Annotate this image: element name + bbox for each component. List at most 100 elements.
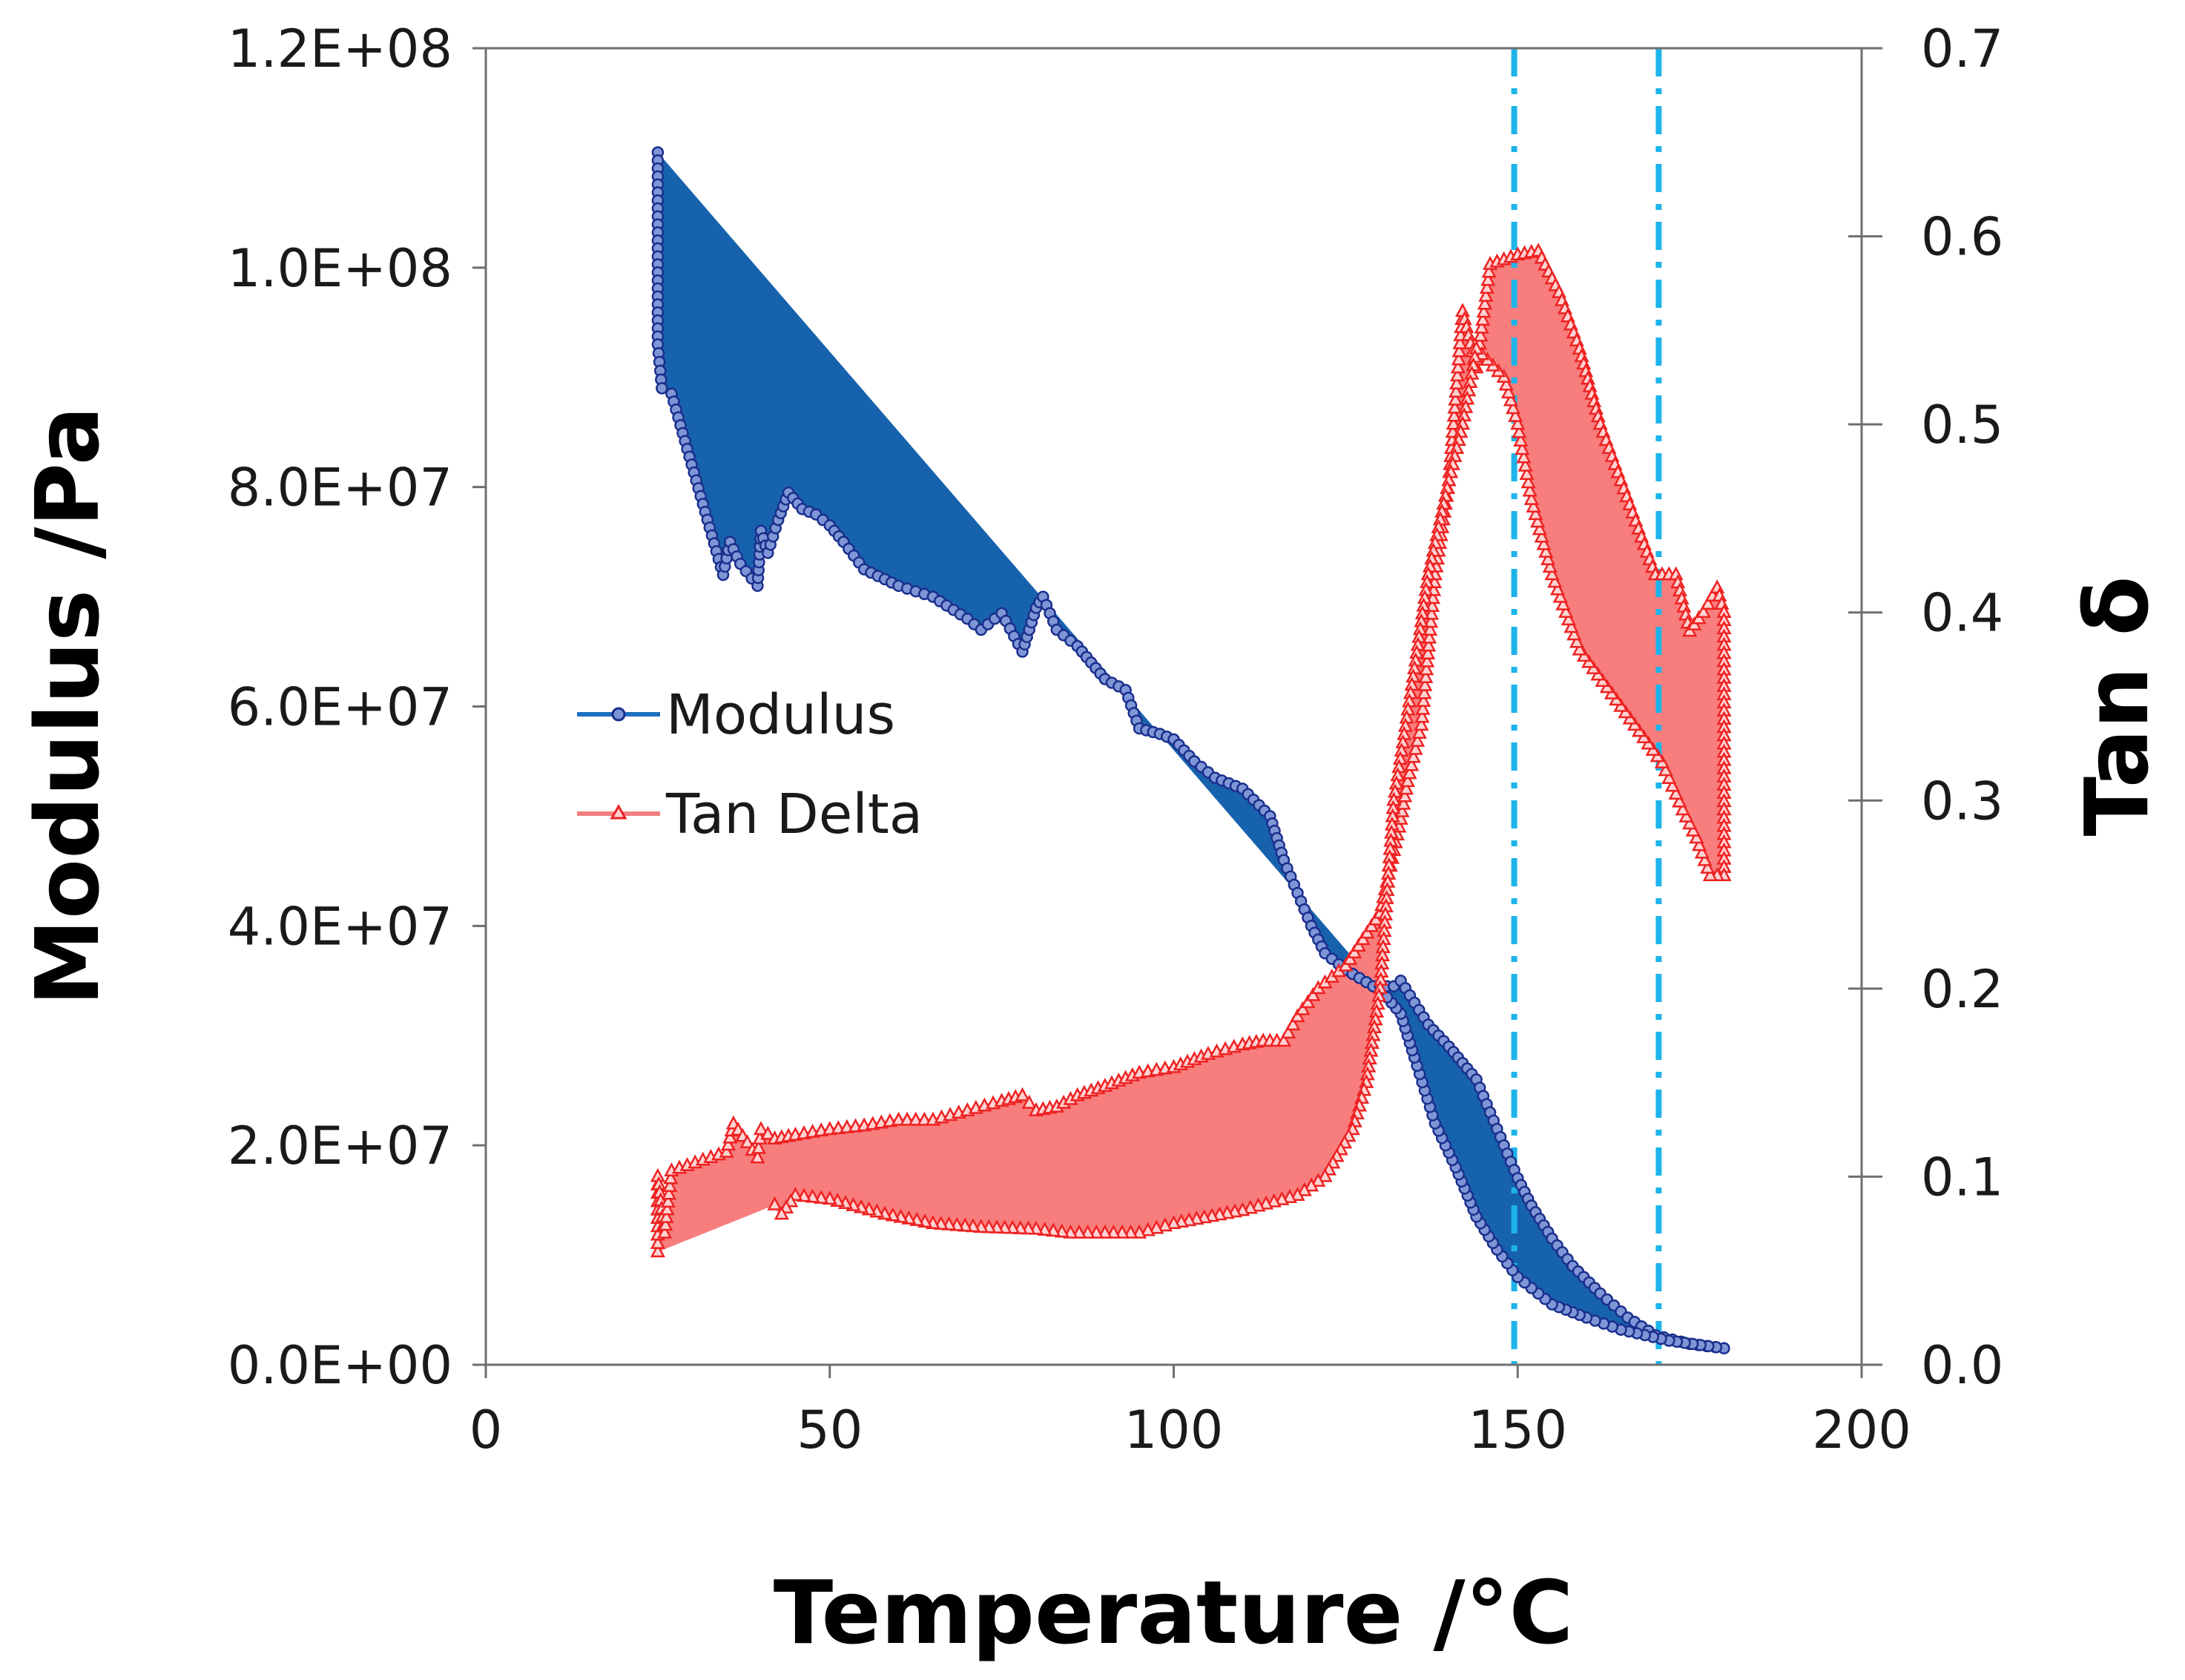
tan-delta-marker (774, 1205, 789, 1220)
tan-delta-marker (1449, 383, 1464, 398)
tan-delta-marker (1276, 1032, 1291, 1047)
tan-delta-marker (1664, 777, 1680, 792)
tan-delta-marker (1526, 498, 1541, 513)
tan-delta-marker (1281, 1024, 1296, 1039)
y-left-tick-label: 1.2E+08 (228, 19, 452, 79)
tan-delta-marker (1418, 669, 1434, 684)
tan-delta-marker (739, 1134, 755, 1149)
y-left-tick-label: 2.0E+07 (228, 1116, 452, 1176)
tan-delta-marker (1697, 851, 1713, 866)
tan-delta-marker (1477, 295, 1493, 310)
y-left-tick-label: 0.0E+00 (228, 1335, 452, 1396)
tan-delta-marker (1266, 1193, 1282, 1208)
y-right-tick-label: 0.6 (1921, 207, 2003, 268)
tan-delta-marker (1364, 918, 1380, 932)
tan-delta-marker (1558, 604, 1574, 618)
tan-delta-marker (1303, 1177, 1319, 1192)
tan-delta-marker (1675, 801, 1690, 816)
tan-delta-marker (1479, 280, 1494, 294)
tan-delta-marker (1446, 415, 1461, 430)
reference-lines (1511, 48, 1662, 1365)
tan-delta-marker (659, 1201, 675, 1216)
tan-delta-marker (720, 1136, 736, 1151)
tan-delta-marker (1415, 700, 1431, 715)
tan-delta-marker (1447, 399, 1463, 414)
tan-delta-marker (661, 1185, 676, 1200)
tan-delta-marker (1274, 1190, 1290, 1205)
tan-delta-marker (1355, 931, 1371, 946)
tan-delta-marker (1544, 566, 1560, 581)
tan-delta-marker (1672, 793, 1687, 808)
tan-delta-marker (1542, 559, 1558, 573)
tan-delta-marker (1555, 596, 1571, 610)
tan-delta-marker (1351, 938, 1366, 952)
x-axis-title: Temperature /°C (774, 1561, 1574, 1664)
tan-delta-marker (1114, 1224, 1130, 1239)
y-right-tick-label: 0.0 (1921, 1335, 2003, 1396)
tan-delta-marker (1097, 1224, 1113, 1239)
tan-delta-marker (1506, 400, 1521, 415)
tan-delta-marker (1423, 613, 1439, 628)
y-left-tick-label: 4.0E+07 (228, 896, 452, 957)
tan-delta-marker (1661, 770, 1677, 784)
tan-delta-marker (719, 1143, 734, 1158)
y-axis-left: 0.0E+00 2.0E+07 4.0E+07 6.0E+07 8.0E+07 1.0E+… (228, 19, 486, 1396)
tan-delta-marker (1478, 287, 1494, 302)
tan-delta-marker (1398, 780, 1414, 795)
tan-delta-marker (1397, 788, 1413, 803)
tan-delta-marker (1540, 551, 1556, 565)
tan-delta-marker (1290, 1187, 1305, 1202)
y-left-tick-label: 8.0E+07 (228, 458, 452, 518)
tan-delta-marker (1480, 271, 1496, 286)
y-left-tick-label: 1.0E+08 (228, 238, 452, 299)
tan-delta-marker (1080, 1224, 1095, 1239)
tan-delta-marker (1522, 482, 1538, 497)
tan-delta-marker (1410, 732, 1426, 747)
tan-delta-marker (1422, 629, 1437, 644)
tan-delta-marker (1475, 312, 1491, 326)
tan-delta-marker (659, 1208, 674, 1223)
tan-delta-marker (1360, 924, 1375, 939)
y-axis-left-title: Modulus /Pa (16, 406, 119, 1007)
tan-delta-marker (1071, 1224, 1087, 1239)
tan-delta-marker (1510, 415, 1526, 430)
tan-delta-marker (1300, 994, 1316, 1009)
tan-delta-marker (917, 1111, 932, 1126)
y-axis-right: 0.0 0.1 0.2 0.3 0.4 0.5 0.6 0.7 (1848, 19, 2003, 1396)
tan-delta-marker (1694, 844, 1710, 859)
tan-delta-marker (660, 1193, 676, 1208)
tan-delta-marker (1563, 619, 1579, 633)
tan-delta-marker (1408, 740, 1423, 755)
tan-delta-marker (1414, 717, 1429, 731)
tan-delta-marker (1416, 693, 1431, 708)
tan-delta-marker (1523, 490, 1539, 505)
tan-delta-marker (663, 1170, 679, 1185)
tan-delta-marker (1451, 343, 1467, 358)
tan-delta-marker (1305, 986, 1321, 1001)
tan-delta-marker (1678, 808, 1694, 823)
tan-delta-marker (1089, 1224, 1104, 1239)
tan-delta-marker (1448, 391, 1463, 406)
tan-delta-marker (1449, 375, 1465, 390)
tan-delta-marker (722, 1129, 738, 1144)
modulus-marker (656, 382, 668, 395)
tan-delta-marker (1500, 384, 1516, 399)
tan-delta-marker (1419, 661, 1434, 676)
tan-delta-marker (1424, 605, 1440, 620)
legend-label-tan-delta: Tan Delta (665, 783, 923, 846)
x-tick-label: 0 (469, 1400, 503, 1460)
tan-delta-marker (1528, 506, 1543, 521)
y-right-tick-label: 0.7 (1921, 19, 2003, 79)
tan-delta-marker (1021, 1094, 1037, 1109)
tan-delta-marker (1512, 424, 1527, 438)
tan-delta-marker (891, 1111, 906, 1126)
tan-delta-marker (1296, 1182, 1312, 1196)
tan-delta-marker (1572, 641, 1587, 656)
tan-delta-marker (1451, 351, 1466, 366)
legend-marker-tan-delta (610, 803, 627, 820)
tan-delta-marker (1311, 1173, 1326, 1187)
tan-delta-marker (1515, 441, 1530, 455)
tan-delta-marker (1561, 611, 1576, 626)
